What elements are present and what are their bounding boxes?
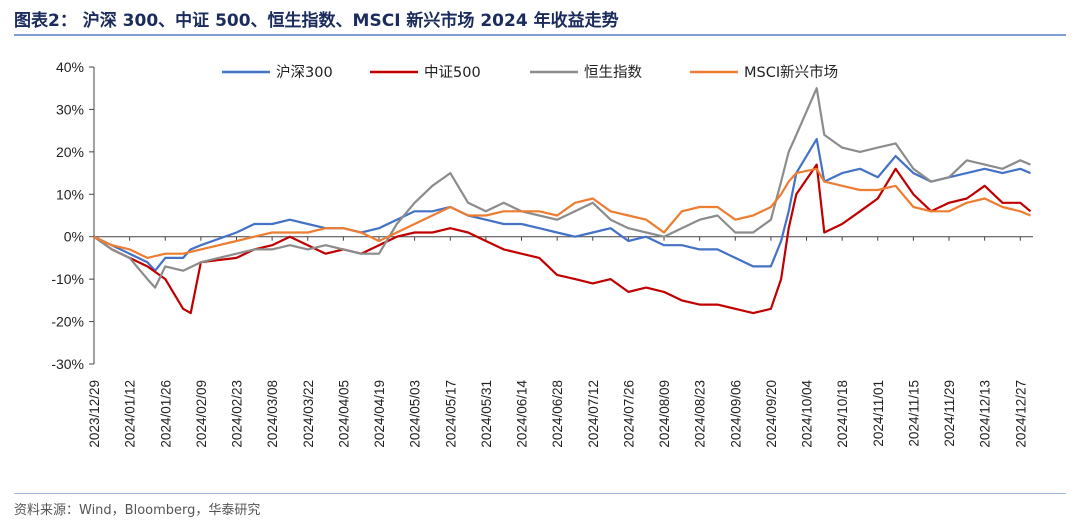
x-tick-label: 2024/11/01 [871,380,886,447]
series-line-4 [93,167,1031,259]
source-note: 资料来源：Wind，Bloomberg，华泰研究 [14,503,261,518]
legend-label: MSCI新兴市场 [744,64,838,81]
legend-label: 恒生指数 [584,64,642,81]
y-tick-label: 0% [64,229,84,245]
x-tick-label: 2024/08/23 [693,380,708,448]
x-tick-label: 2024/02/23 [230,380,245,448]
x-tick-label: 2024/03/22 [301,380,316,448]
legend: 沪深300 中证500 恒生指数 MSCI新兴市场 [222,64,838,81]
x-tick-label: 2024/04/19 [372,380,387,448]
x-tick-label: 2024/09/20 [764,380,779,448]
x-tick-label: 2024/05/31 [479,380,494,448]
y-tick-label: 30% [56,101,84,117]
y-axis: 40% 30% 20% 10% 0% -10% -20% -30% [51,59,95,372]
x-tick-label: 2024/05/03 [408,380,423,448]
legend-label: 沪深300 [276,64,333,81]
footer-divider [14,493,1066,494]
x-tick-label: 2024/06/14 [515,380,530,448]
y-tick-label: -20% [51,314,84,330]
x-tick-label: 2024/04/05 [336,380,351,448]
series-line-3 [93,87,1031,289]
x-tick-label: 2024/01/26 [158,380,173,448]
x-tick-label: 2024/10/04 [800,380,815,448]
y-tick-label: 40% [56,59,84,75]
series-lines [93,87,1032,315]
x-tick-label: 2024/12/27 [1013,380,1028,448]
y-tick-label: -10% [51,271,84,287]
x-tick-label: 2024/05/17 [443,380,458,448]
chart-header: 图表2： 沪深 300、中证 500、恒生指数、MSCI 新兴市场 2024 年… [14,6,1066,36]
x-tick-label: 2024/06/28 [550,380,565,448]
legend-label: 中证500 [424,64,481,81]
y-tick-label: 10% [56,186,84,202]
y-tick-label: 20% [56,144,84,160]
x-tick-label: 2024/07/12 [586,380,601,448]
x-tick-label: 2024/07/26 [621,380,636,448]
x-tick-label: 2024/11/15 [906,380,921,447]
x-tick-label: 2024/11/29 [942,380,957,447]
x-tick-label: 2024/01/12 [123,380,138,448]
x-axis: 2023/12/29 2024/01/12 2024/01/26 2024/02/09… [87,236,1033,448]
series-line-1 [93,138,1031,272]
title-divider [14,34,1066,36]
x-tick-label: 2024/09/06 [728,380,743,448]
chart-title: 图表2： 沪深 300、中证 500、恒生指数、MSCI 新兴市场 2024 年… [14,11,619,31]
y-tick-label: -30% [51,356,84,372]
x-tick-label: 2024/03/08 [265,380,280,448]
x-tick-label: 2024/12/13 [978,380,993,448]
x-tick-label: 2024/08/09 [657,380,672,448]
x-tick-label: 2023/12/29 [87,380,102,448]
x-tick-label: 2024/02/09 [194,380,209,448]
x-tick-label: 2024/10/18 [835,380,850,448]
